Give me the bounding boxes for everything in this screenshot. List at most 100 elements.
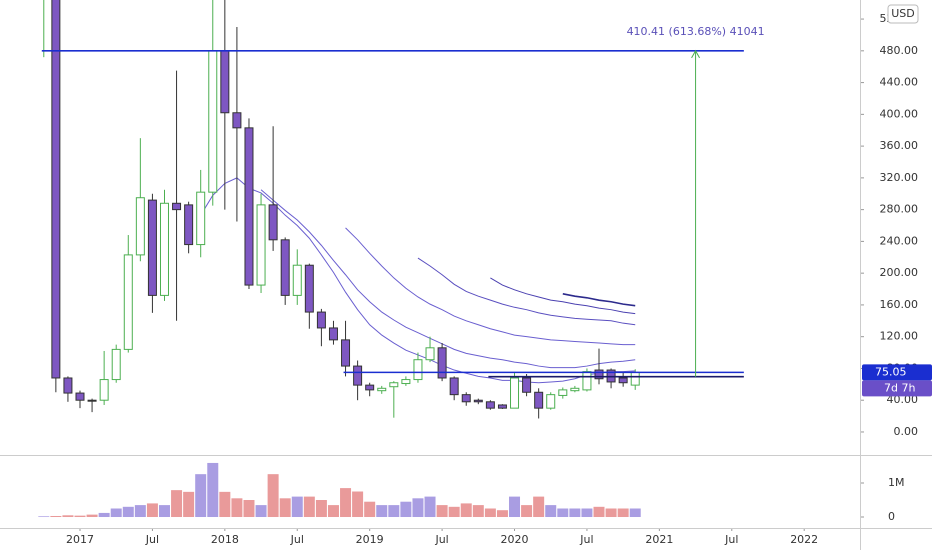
candle-body — [413, 359, 423, 381]
candle-body — [123, 254, 133, 350]
candle-body — [244, 127, 254, 286]
volume-bar — [484, 508, 496, 518]
last-price-badge — [862, 364, 932, 381]
volume-bar — [122, 506, 134, 518]
volume-bar — [496, 510, 508, 518]
x-tick-label: Jul — [724, 533, 738, 546]
price-pane: 410.41 (613.68%) 41041 — [41, 0, 765, 419]
volume-bar — [50, 515, 62, 518]
volume-bar — [279, 498, 291, 518]
volume-bar — [545, 505, 557, 518]
candle-body — [365, 384, 375, 391]
volume-bar — [255, 505, 267, 518]
candle-body — [534, 391, 544, 409]
volume-tick-label: 0 — [888, 510, 895, 523]
volume-bar — [110, 508, 122, 518]
x-tick-label: 2020 — [501, 533, 529, 546]
candle-body — [172, 202, 182, 211]
candle-body — [304, 264, 314, 313]
candle-body — [473, 399, 483, 403]
volume-bar — [146, 503, 158, 518]
candle-body — [51, 0, 61, 379]
volume-bar — [62, 515, 74, 518]
candle-body — [546, 394, 556, 409]
volume-bar — [581, 508, 593, 518]
y-tick-label: 40.00 — [887, 393, 919, 406]
moving-average — [345, 227, 636, 346]
candle-body — [208, 50, 218, 193]
badges: 75.05 7d 7h USD — [862, 4, 932, 397]
time-axis: 2017Jul2018Jul2019Jul2020Jul2021Jul2022J… — [66, 528, 818, 546]
currency-label: USD — [891, 7, 915, 20]
volume-bar — [291, 496, 303, 518]
x-tick-label: Jul — [579, 533, 593, 546]
x-tick-label: 2019 — [356, 533, 384, 546]
volume-bar — [352, 491, 364, 518]
volume-bar — [207, 462, 219, 518]
candle-body — [196, 191, 206, 246]
volume-bar — [38, 516, 50, 518]
x-tick-label: 2018 — [211, 533, 239, 546]
volume-bar — [400, 501, 412, 518]
candle-body — [63, 377, 73, 394]
volume-bar — [388, 505, 400, 518]
volume-bar — [569, 508, 581, 518]
candle-body — [425, 347, 435, 361]
volume-bar — [617, 508, 629, 518]
y-tick-label: 400.00 — [880, 107, 919, 120]
candle-body — [522, 377, 532, 393]
candle-body — [135, 197, 145, 256]
candle-body — [618, 377, 628, 384]
x-tick-label: 2022 — [790, 533, 818, 546]
candle-body — [99, 379, 109, 401]
volume-bar — [605, 508, 617, 518]
candle-body — [184, 204, 194, 246]
candle-body — [159, 202, 169, 296]
volume-bar — [448, 506, 460, 518]
y-tick-label: 240.00 — [880, 234, 919, 247]
volume-pane — [38, 462, 641, 518]
volume-bar — [509, 496, 521, 518]
volume-tick-label: 1M — [888, 476, 905, 489]
y-tick-label: 280.00 — [880, 203, 919, 216]
volume-bar — [460, 503, 472, 518]
candle-body — [449, 377, 459, 396]
x-tick-label: Jul — [290, 533, 304, 546]
candle-body — [353, 365, 363, 386]
volume-bar — [98, 512, 110, 518]
x-tick-label: Jul — [434, 533, 448, 546]
volume-bar — [231, 498, 243, 518]
candle-body — [75, 392, 85, 401]
candle-body — [389, 382, 399, 388]
y-tick-label: 0.00 — [894, 425, 919, 438]
candle-body — [268, 204, 278, 241]
moving-average — [260, 189, 636, 369]
volume-bar — [315, 500, 327, 518]
x-tick-label: Jul — [145, 533, 159, 546]
volume-bar — [243, 500, 255, 518]
volume-bar — [158, 505, 170, 518]
last-price-label: 75.05 — [875, 365, 907, 378]
volume-bar — [593, 506, 605, 518]
volume-bar — [303, 496, 315, 518]
candle-body — [630, 371, 640, 386]
volume-bar — [557, 508, 569, 518]
volume-bar — [219, 491, 231, 518]
x-tick-label: 2021 — [645, 533, 673, 546]
candle-body — [510, 377, 520, 409]
y-tick-label: 360.00 — [880, 139, 919, 152]
volume-bar — [86, 514, 98, 518]
volume-bar — [134, 505, 146, 518]
candle-body — [437, 347, 447, 379]
volume-bar — [424, 496, 436, 518]
measure-arrowhead — [691, 49, 701, 59]
candle-body — [377, 387, 387, 392]
volume-bar — [195, 474, 207, 518]
currency-badge — [887, 4, 919, 24]
moving-average — [562, 293, 636, 307]
measure-label: 410.41 (613.68%) 41041 — [627, 25, 765, 38]
candle-body — [87, 399, 97, 402]
candle-body — [485, 401, 495, 409]
